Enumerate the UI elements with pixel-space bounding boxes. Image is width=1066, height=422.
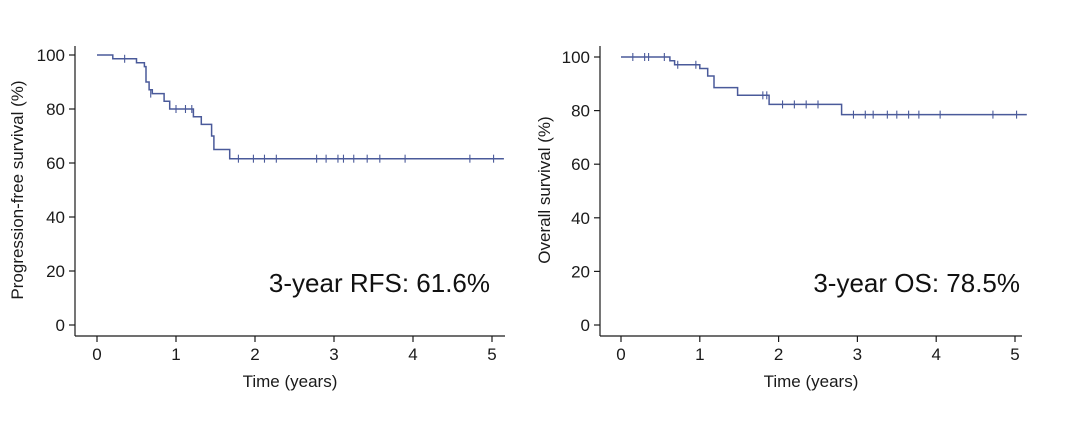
- x-tick-label: 2: [250, 345, 259, 364]
- x-tick-label: 5: [1010, 345, 1019, 364]
- x-tick-label: 5: [487, 345, 496, 364]
- x-tick-label: 2: [774, 345, 783, 364]
- survival-annotation: 3-year OS: 78.5%: [813, 268, 1020, 298]
- x-tick-label: 3: [853, 345, 862, 364]
- x-tick-label: 4: [931, 345, 940, 364]
- chart-panel-2: 0 20 40 60 80 100 0 1 2 3 4 5 Time (years) Overall su…: [535, 46, 1027, 391]
- survival-curve: [621, 56, 1027, 116]
- y-tick-label: 0: [581, 316, 590, 335]
- x-tick-label: 3: [329, 345, 338, 364]
- y-tick-label: 40: [571, 209, 590, 228]
- x-tick-label: 4: [408, 345, 417, 364]
- y-tick-label: 20: [571, 262, 590, 281]
- survival-curve: [97, 54, 504, 160]
- x-tick-label: 1: [695, 345, 704, 364]
- x-axis-label: Time (years): [764, 372, 859, 391]
- chart-panel-1: 0 20 40 60 80 100 0 1 2 3 4 5 Time (years) Progressio…: [8, 46, 505, 391]
- y-tick-label: 60: [46, 154, 65, 173]
- y-axis-label: Overall survival (%): [535, 116, 554, 263]
- x-tick-label: 0: [92, 345, 101, 364]
- y-tick-label: 100: [37, 46, 65, 65]
- x-tick-label: 0: [616, 345, 625, 364]
- x-tick-label: 1: [171, 345, 180, 364]
- y-tick-label: 20: [46, 262, 65, 281]
- y-axis-label: Progression-free survival (%): [8, 80, 27, 299]
- y-tick-label: 80: [46, 100, 65, 119]
- y-tick-label: 100: [562, 48, 590, 67]
- y-tick-label: 80: [571, 102, 590, 121]
- y-tick-label: 60: [571, 155, 590, 174]
- y-tick-label: 40: [46, 208, 65, 227]
- survival-annotation: 3-year RFS: 61.6%: [269, 268, 490, 298]
- y-tick-label: 0: [56, 316, 65, 335]
- x-axis-label: Time (years): [243, 372, 338, 391]
